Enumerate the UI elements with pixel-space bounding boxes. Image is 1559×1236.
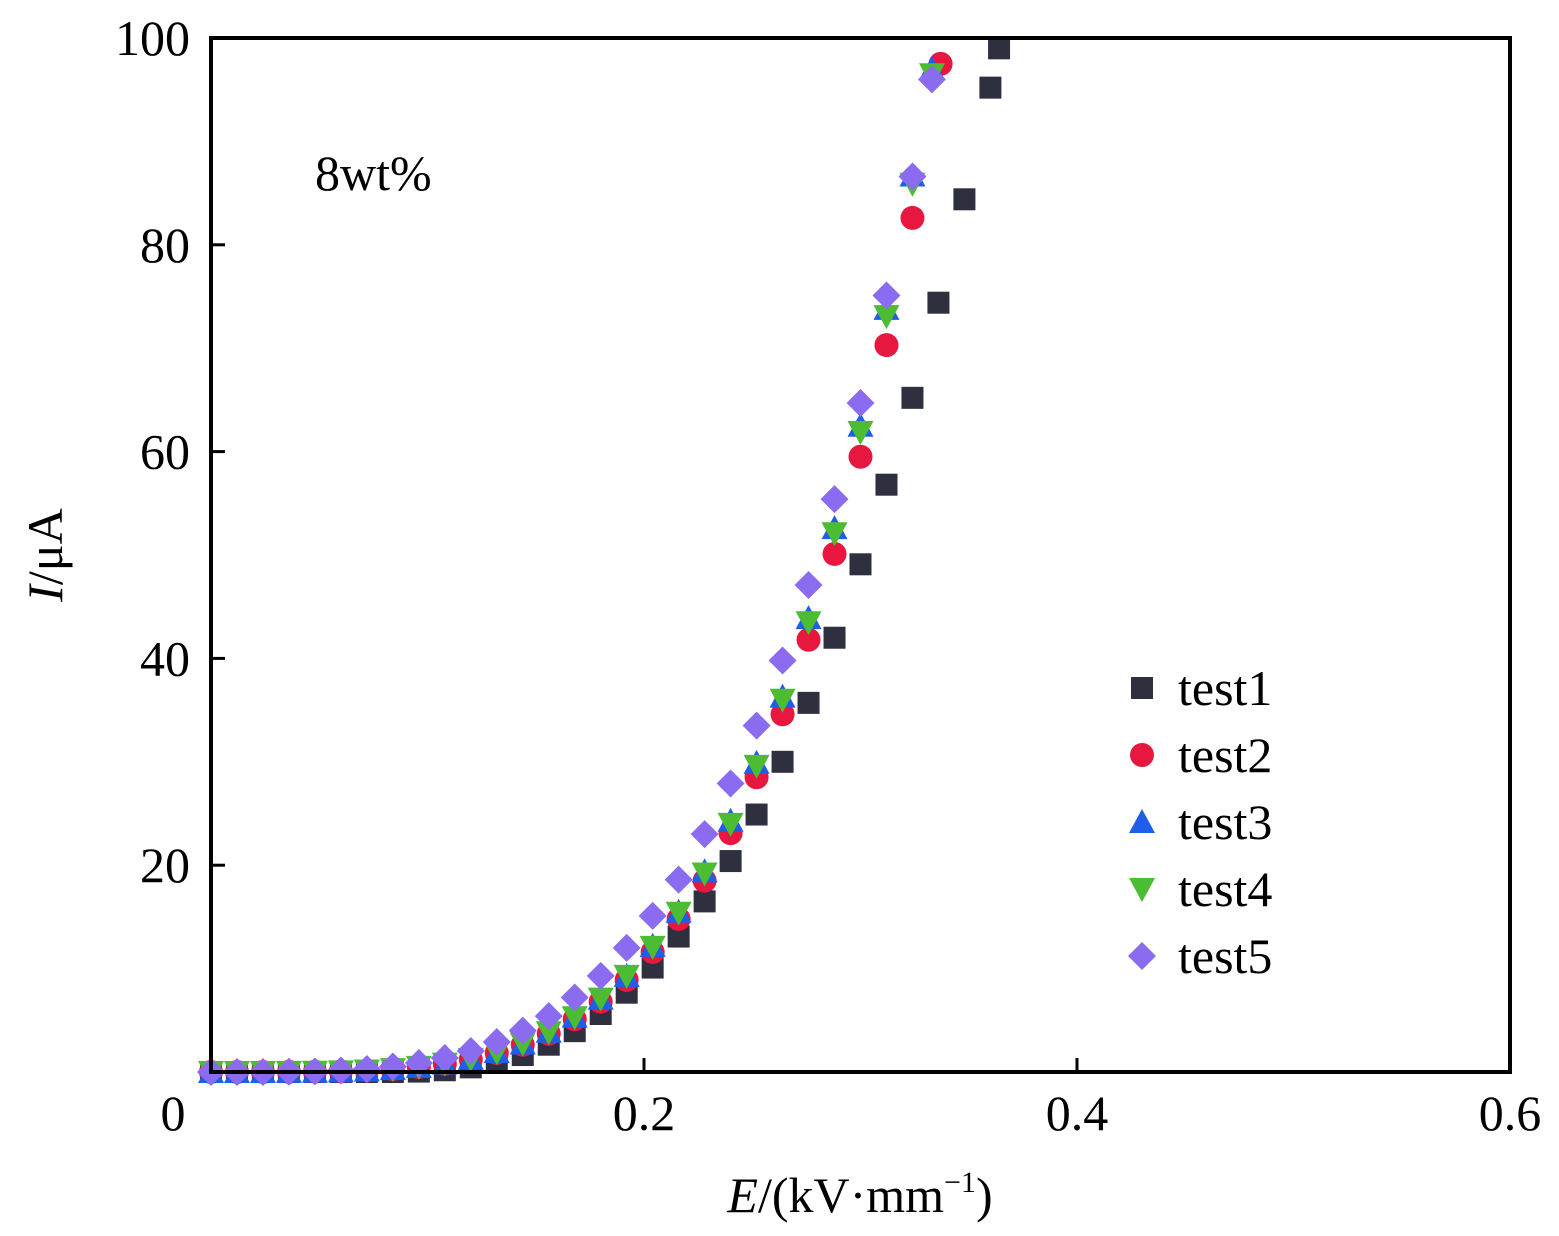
y-axis-title: I/μA (17, 508, 73, 602)
series-test3 (198, 56, 945, 1083)
test5-point (846, 389, 875, 418)
test4-point (561, 1006, 588, 1031)
test4-point (665, 901, 692, 926)
x-tick-label: 0.2 (613, 1085, 676, 1141)
x-tick-label: 0.6 (1479, 1085, 1542, 1141)
test1-point (927, 291, 950, 314)
test4-point (639, 935, 666, 960)
test1-point (745, 803, 768, 826)
y-tick-label: 40 (140, 630, 190, 686)
legend-item-test2: test2 (1130, 727, 1272, 783)
x-tick-label: 0 (161, 1085, 186, 1141)
y-tick-label: 20 (140, 837, 190, 893)
test1-point (901, 386, 924, 409)
legend-marker-test1 (1131, 677, 1153, 699)
y-tick-label: 100 (115, 10, 190, 66)
test4-point (847, 420, 874, 445)
test4-point (509, 1032, 536, 1057)
legend-label: test4 (1178, 861, 1272, 917)
test5-point (638, 901, 667, 930)
test2-point (848, 444, 873, 469)
series-test4 (198, 63, 945, 1085)
test5-point (690, 820, 719, 849)
test5-point (768, 646, 797, 675)
test2-point (770, 702, 795, 727)
test4-point (743, 754, 770, 779)
legend-label: test1 (1178, 660, 1272, 716)
legend-item-test4: test4 (1129, 861, 1272, 917)
legend-item-test5: test5 (1128, 928, 1272, 984)
x-tick-label: 0.4 (1046, 1085, 1109, 1141)
test4-point (535, 1021, 562, 1046)
series-test5 (197, 65, 946, 1086)
test5-point (508, 1016, 537, 1045)
test4-point (795, 611, 822, 636)
test5-point (898, 162, 927, 191)
test5-point (482, 1028, 511, 1057)
test5-point (872, 281, 901, 310)
test5-point (612, 933, 641, 962)
test5-point (820, 485, 849, 514)
y-tick-label: 60 (140, 424, 190, 480)
legend-marker-test4 (1129, 878, 1155, 902)
test2-point (796, 627, 821, 652)
test5-point (664, 865, 693, 894)
legend-item-test1: test1 (1131, 660, 1272, 716)
test1-point (979, 76, 1002, 99)
test5-point (917, 65, 946, 94)
legend: test1 test2 test3 test4 test5 (1128, 660, 1272, 984)
series-test2 (199, 51, 953, 1084)
test5-point (456, 1037, 485, 1066)
plot-frame (209, 36, 1512, 1074)
annotation-8wt: 8wt% (315, 145, 432, 201)
test5-point (430, 1043, 459, 1072)
test5-point (560, 983, 589, 1012)
test1-point (771, 750, 794, 773)
test5-point (586, 961, 615, 990)
test1-point (988, 37, 1011, 60)
legend-label: test5 (1178, 928, 1272, 984)
test1-point (953, 188, 976, 211)
legend-label: test3 (1178, 794, 1272, 850)
test5-point (794, 570, 823, 599)
test5-point (352, 1055, 381, 1084)
test2-point (900, 205, 925, 230)
test4-point (717, 812, 744, 837)
test5-point (742, 711, 771, 740)
legend-label: test2 (1178, 727, 1272, 783)
test1-point (719, 850, 742, 873)
test2-point (874, 333, 899, 358)
test5-point (716, 769, 745, 798)
test4-point (873, 305, 900, 330)
test4-point (587, 987, 614, 1012)
x-axis-title: E/(kV·mm−1) (726, 1166, 992, 1223)
test5-point (534, 1002, 563, 1031)
test4-point (691, 862, 718, 887)
legend-item-test3: test3 (1129, 794, 1272, 850)
legend-marker-test5 (1128, 942, 1156, 970)
test2-point (822, 541, 847, 566)
test4-point (769, 688, 796, 713)
test1-point (823, 626, 846, 649)
test1-point (693, 890, 716, 913)
test4-point (613, 964, 640, 989)
test1-point (797, 691, 820, 714)
legend-marker-test2 (1130, 743, 1154, 767)
test1-point (667, 925, 690, 948)
legend-marker-test3 (1129, 809, 1155, 833)
test4-point (821, 522, 848, 547)
test1-point (849, 553, 872, 576)
test1-point (875, 473, 898, 496)
y-tick-label: 80 (140, 217, 190, 273)
axis-ticks: 0 0.2 0.4 0.6 20 40 60 80 100 (115, 10, 1541, 1141)
